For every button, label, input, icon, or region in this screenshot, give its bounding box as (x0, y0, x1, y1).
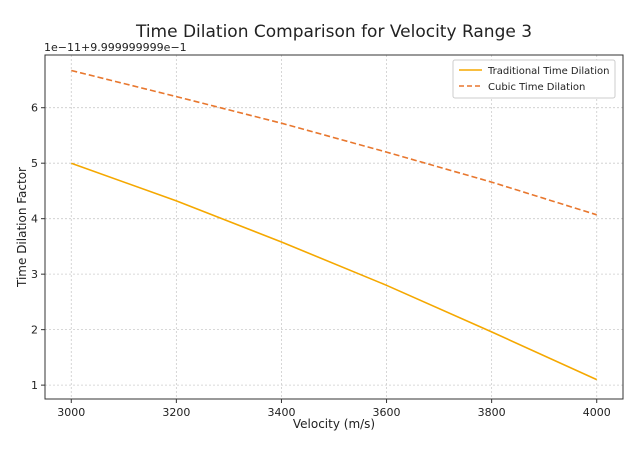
plot-frame (44, 54, 624, 400)
series-layer (71, 69, 598, 381)
series-line-cubic (71, 69, 597, 216)
y-tick-label: 3 (31, 268, 38, 281)
legend-label-cubic: Cubic Time Dilation (488, 82, 585, 93)
x-tick-label: 3400 (267, 406, 295, 419)
x-tick-label: 4000 (583, 406, 611, 419)
x-tick-label: 3000 (57, 406, 85, 419)
y-tick-label: 6 (31, 102, 38, 115)
y-tick-label: 2 (31, 324, 38, 337)
legend-box (452, 59, 616, 99)
x-tick-label: 3600 (373, 406, 401, 419)
chart-title: Time Dilation Comparison for Velocity Ra… (135, 22, 532, 42)
tick-layer: 3000 3200 3400 3600 3800 4000 1 2 3 4 5 6 (31, 102, 611, 419)
y-offset-text: 1e−11+9.999999999e−1 (44, 41, 187, 54)
series-line-traditional (71, 162, 598, 381)
legend: Traditional Time Dilation Cubic Time Dil… (452, 59, 616, 99)
y-tick-label: 5 (31, 157, 38, 170)
x-axis-label: Velocity (m/s) (293, 417, 375, 431)
legend-label-traditional: Traditional Time Dilation (487, 66, 609, 77)
x-tick-label: 3200 (162, 406, 190, 419)
y-tick-label: 4 (31, 213, 38, 226)
y-tick-label: 1 (31, 379, 38, 392)
grid-layer (45, 55, 623, 399)
y-axis-label: Time Dilation Factor (15, 167, 29, 288)
x-tick-label: 3800 (478, 406, 506, 419)
